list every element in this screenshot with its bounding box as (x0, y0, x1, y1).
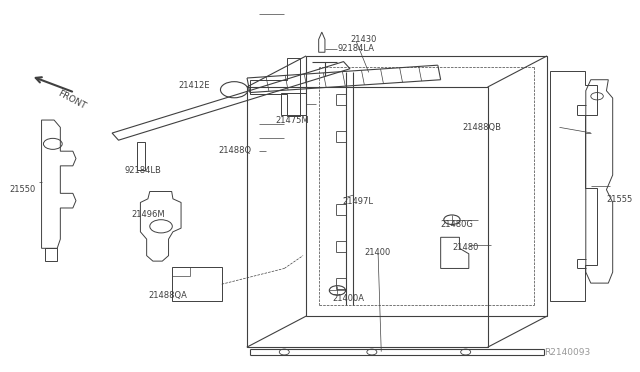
Text: 21550: 21550 (9, 185, 35, 194)
Text: 21488Q: 21488Q (219, 146, 252, 155)
Text: 21480G: 21480G (441, 220, 474, 229)
Text: R2140093: R2140093 (545, 348, 591, 357)
Text: 21400A: 21400A (332, 294, 364, 303)
Text: 21488QA: 21488QA (148, 291, 187, 301)
Text: 21480: 21480 (452, 243, 478, 252)
Text: 92184LA: 92184LA (337, 44, 374, 53)
Text: 21496M: 21496M (131, 210, 164, 219)
Text: 21430: 21430 (350, 35, 376, 44)
Text: 92184LB: 92184LB (125, 166, 162, 175)
Text: FRONT: FRONT (56, 89, 87, 111)
Text: 21400: 21400 (364, 248, 390, 257)
Text: 21555: 21555 (607, 195, 633, 205)
Text: 21475M: 21475M (275, 116, 308, 125)
Text: 21488QB: 21488QB (463, 123, 502, 132)
Text: 21497L: 21497L (342, 197, 374, 206)
Text: 21412E: 21412E (178, 81, 209, 90)
